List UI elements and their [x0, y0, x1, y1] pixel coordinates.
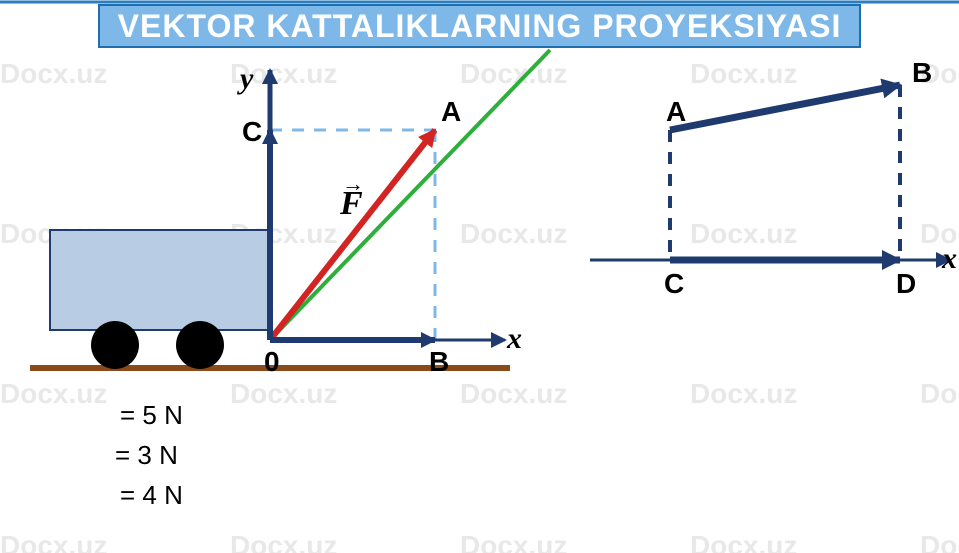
- header-bar: VEKTOR KATTALIKLARNING PROYEKSIYASI: [98, 4, 861, 48]
- label-right-C: C: [664, 268, 684, 300]
- label-origin: 0: [264, 346, 280, 378]
- label-right-D: D: [896, 268, 916, 300]
- value-f: = 5 N: [120, 400, 183, 431]
- label-left-B: B: [429, 346, 449, 378]
- value-fx: = 3 N: [115, 440, 178, 471]
- value-fy: = 4 N: [120, 480, 183, 511]
- label-left-C: C: [242, 116, 262, 148]
- label-y-axis: y: [240, 62, 253, 96]
- stage: Docx.uzDocx.uzDocx.uzDocx.uzDocx.uzDocx.…: [0, 0, 959, 553]
- label-left-A: A: [441, 96, 461, 128]
- label-force-F: →F: [340, 185, 363, 223]
- label-x-axis-right: x: [942, 242, 957, 276]
- label-x-axis-left: x: [507, 322, 522, 356]
- label-right-A: A: [666, 96, 686, 128]
- header-title: VEKTOR KATTALIKLARNING PROYEKSIYASI: [118, 8, 842, 45]
- label-right-B: B: [912, 57, 932, 89]
